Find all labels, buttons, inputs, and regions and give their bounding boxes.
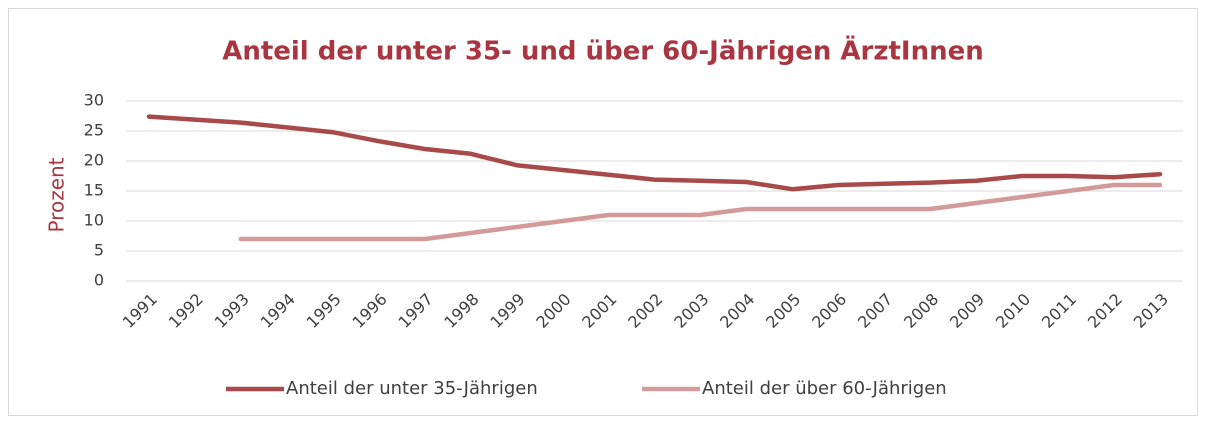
chart-title: Anteil der unter 35- und über 60-Jährige… bbox=[222, 35, 984, 67]
chart-frame bbox=[8, 8, 1198, 416]
y-axis-label: Prozent bbox=[45, 157, 69, 232]
legend-label: Anteil der über 60-Jährigen bbox=[702, 378, 947, 399]
y-tick-label: 15 bbox=[84, 181, 104, 200]
y-tick-label: 10 bbox=[84, 211, 104, 230]
y-tick-label: 20 bbox=[84, 151, 104, 170]
series-line bbox=[146, 114, 1163, 192]
series-line bbox=[238, 182, 1163, 242]
y-tick-label: 25 bbox=[84, 121, 104, 140]
legend-label: Anteil der unter 35-Jährigen bbox=[286, 378, 538, 399]
y-tick-label: 0 bbox=[94, 271, 104, 290]
y-tick-label: 30 bbox=[84, 91, 104, 110]
y-tick-label: 5 bbox=[94, 241, 104, 260]
